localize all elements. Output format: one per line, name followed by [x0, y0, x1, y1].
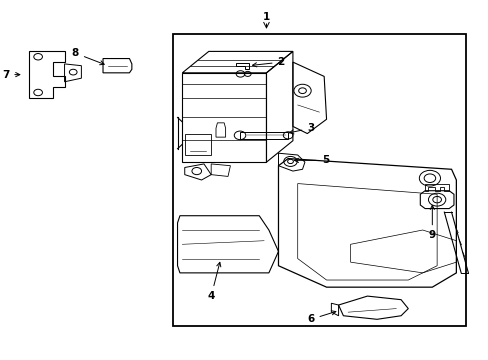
Text: 8: 8: [72, 48, 104, 65]
Text: 1: 1: [263, 13, 269, 22]
Text: 9: 9: [428, 205, 435, 240]
Text: 7: 7: [2, 69, 20, 80]
Text: 2: 2: [252, 57, 284, 67]
Text: 3: 3: [289, 123, 314, 134]
Text: 5: 5: [294, 156, 328, 165]
Text: 6: 6: [306, 311, 335, 324]
Text: 4: 4: [207, 262, 221, 301]
Bar: [172, 33, 465, 327]
